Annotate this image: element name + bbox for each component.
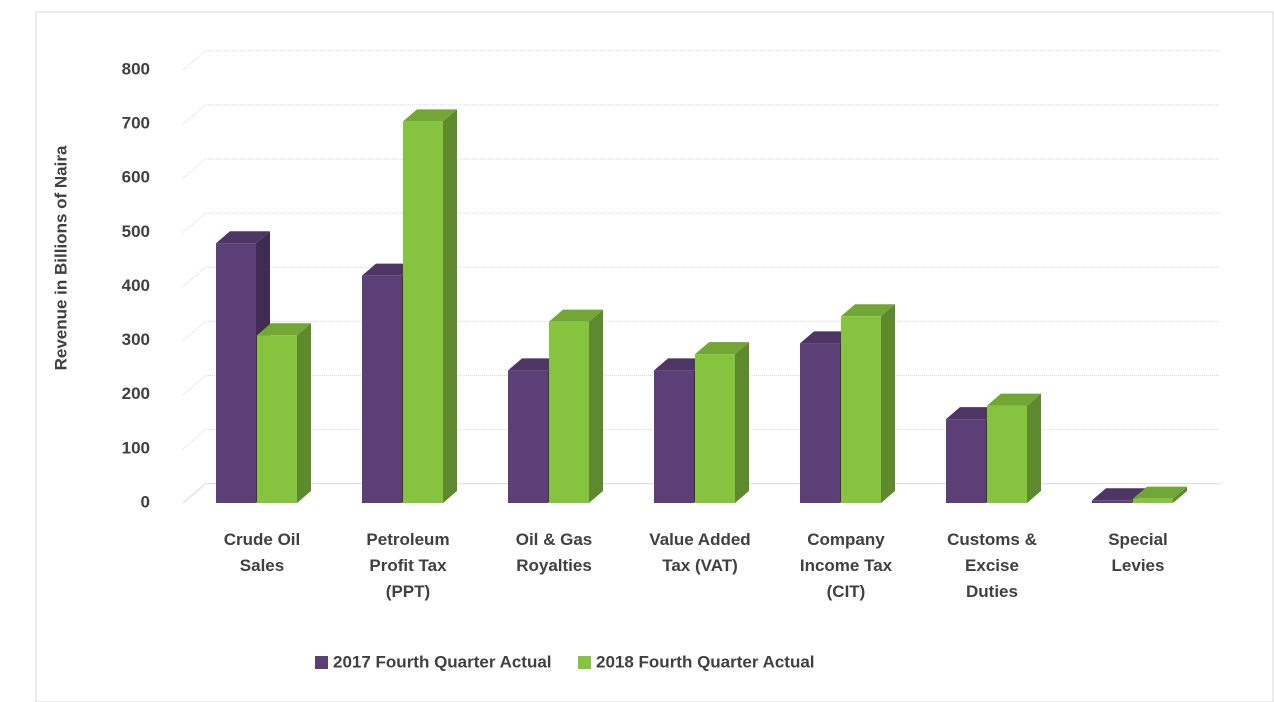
bar-side (1173, 486, 1187, 503)
bar-front (695, 354, 735, 503)
bar-front (841, 316, 881, 503)
y-tick-label: 400 (122, 276, 150, 295)
y-tick-label: 800 (122, 59, 150, 78)
bar-side (443, 109, 457, 503)
bar-side (297, 323, 311, 503)
bar-side (881, 304, 895, 503)
bar-side (589, 309, 603, 503)
bar-side (735, 342, 749, 503)
y-tick-label: 500 (122, 222, 150, 241)
bar (987, 393, 1041, 503)
bar (1133, 486, 1187, 503)
bar-front (654, 370, 694, 503)
bar (257, 323, 311, 503)
bar (841, 304, 895, 503)
bar-front (362, 275, 402, 503)
bar-top (654, 358, 708, 371)
bar-top (508, 358, 562, 371)
bar-front (403, 121, 443, 503)
bar-front (987, 405, 1027, 503)
bar-top (257, 323, 311, 336)
y-tick-label: 0 (141, 492, 150, 511)
bar-top (695, 342, 749, 355)
bar-top (1133, 486, 1187, 499)
bar-front (946, 419, 986, 503)
legend-swatch (578, 656, 591, 669)
bar-top (841, 304, 895, 317)
legend-label: 2018 Fourth Quarter Actual (596, 652, 815, 671)
y-tick-label: 600 (122, 168, 150, 187)
bar-front (1133, 498, 1173, 503)
bar-front (800, 343, 840, 503)
y-tick-label: 700 (122, 114, 150, 133)
bar-front (508, 370, 548, 503)
legend-swatch (315, 656, 328, 669)
bar-top (1092, 488, 1146, 501)
bar-top (403, 109, 457, 122)
bar (403, 109, 457, 503)
y-axis-label: Revenue in Billions of Naira (51, 145, 70, 370)
x-tick-label: Petroleum Profit Tax (PPT) (366, 530, 449, 601)
bar-front (216, 243, 256, 503)
bar-top (549, 309, 603, 322)
bar-top (800, 331, 854, 344)
legend-label: 2017 Fourth Quarter Actual (333, 652, 552, 671)
bar (695, 342, 749, 503)
bar-top (216, 231, 270, 244)
bar-front (549, 321, 589, 503)
x-tick-label: Special Levies (1108, 530, 1168, 575)
bar-top (987, 393, 1041, 406)
bar-top (946, 407, 1000, 420)
x-tick-label: Customs & Excise Duties (947, 530, 1037, 601)
bar (549, 309, 603, 503)
bar-front (257, 335, 297, 503)
y-tick-label: 100 (122, 438, 150, 457)
bar-front (1092, 500, 1132, 503)
y-tick-label: 200 (122, 384, 150, 403)
x-tick-label: Crude Oil Sales (224, 530, 301, 575)
x-tick-label: Oil & Gas Royalties (516, 530, 593, 575)
bar-top (362, 263, 416, 276)
bar-side (1027, 393, 1041, 503)
x-tick-label: Company Income Tax (CIT) (800, 530, 893, 601)
x-tick-label: Value Added Tax (VAT) (649, 530, 750, 575)
y-tick-label: 300 (122, 330, 150, 349)
